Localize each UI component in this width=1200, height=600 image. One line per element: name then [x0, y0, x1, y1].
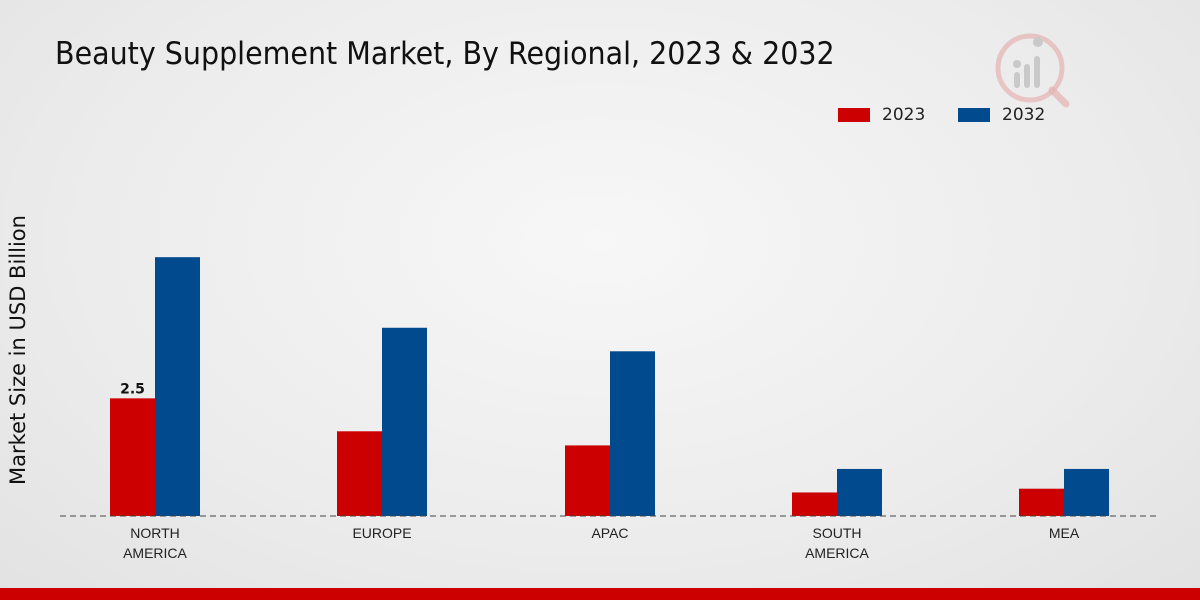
legend-label-2032: 2032 — [1002, 105, 1046, 125]
footer-bar — [0, 588, 1200, 600]
x-tick-label: SOUTH AMERICA — [805, 525, 869, 561]
bar-2032-north-america — [155, 257, 200, 516]
bar-2023-mea — [1019, 488, 1064, 516]
bar-2023-north-america — [110, 398, 155, 516]
legend-swatch-2032 — [958, 108, 990, 122]
legend-item-2032: 2032 — [958, 104, 1045, 126]
bar-2032-mea — [1064, 468, 1109, 516]
data-label: 2.5 — [120, 381, 145, 397]
x-tick-labels: NORTH AMERICA EUROPE APAC SOUTH AMERICA MEA — [123, 525, 1080, 561]
brand-logo-icon — [992, 30, 1072, 110]
bar-2023-apac — [565, 445, 610, 516]
x-tick-label: MEA — [1049, 525, 1080, 541]
bars-group — [110, 257, 1109, 516]
x-tick-label: NORTH AMERICA — [123, 525, 187, 561]
bar-2023-europe — [337, 431, 382, 516]
legend-label-2023: 2023 — [882, 105, 926, 125]
bar-2032-europe — [382, 327, 427, 516]
legend-swatch-2023 — [838, 108, 870, 122]
bar-2032-south-america — [837, 468, 882, 516]
legend-item-2023: 2023 — [838, 104, 925, 126]
x-tick-label: EUROPE — [352, 525, 411, 541]
x-tick-label: APAC — [591, 525, 628, 541]
bar-2023-south-america — [792, 492, 837, 516]
data-labels: 2.5 — [120, 381, 145, 397]
bar-2032-apac — [610, 351, 655, 516]
chart-title: Beauty Supplement Market, By Regional, 2… — [55, 36, 835, 72]
